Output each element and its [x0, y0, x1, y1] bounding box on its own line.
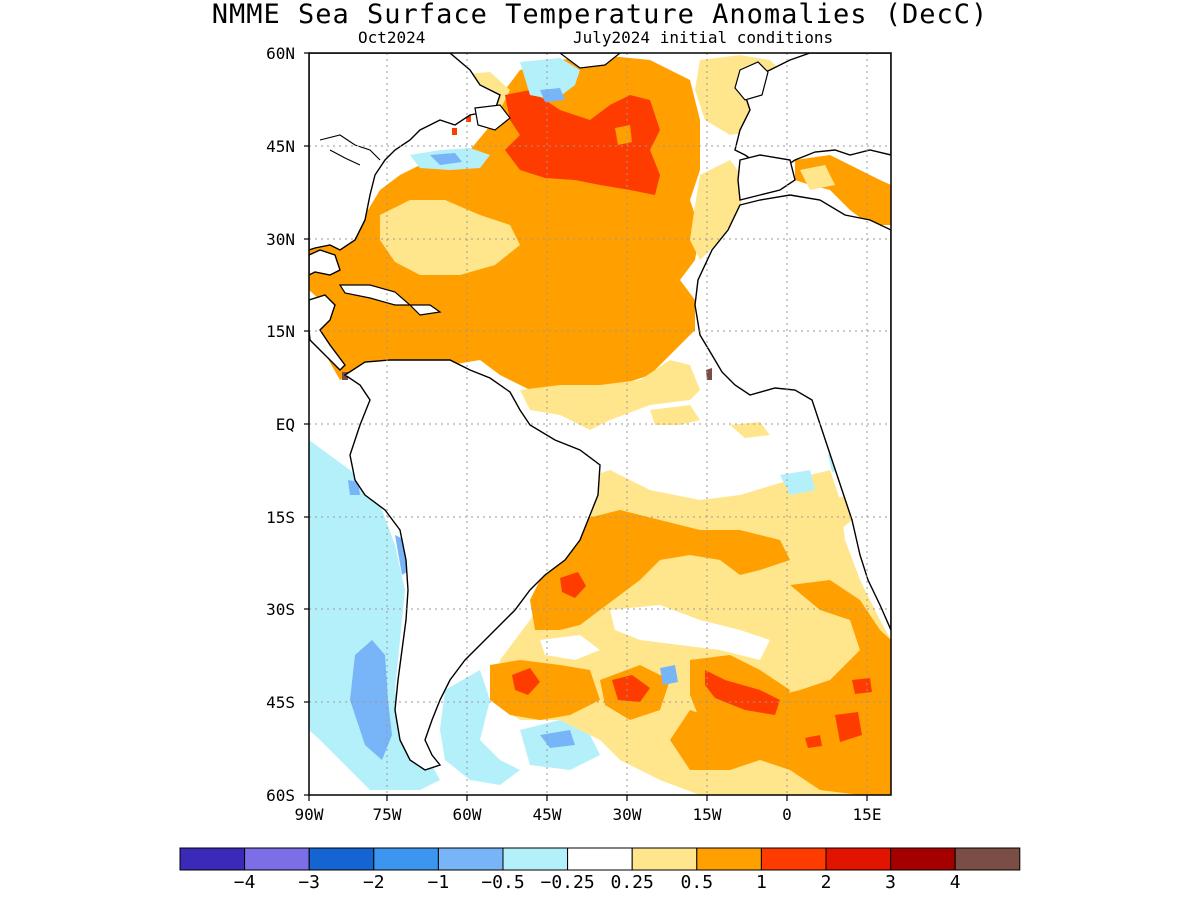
- colorbar-swatch: [373, 847, 439, 871]
- warm-hole-1: [615, 125, 632, 145]
- cool-anomaly-argentine-shelf: [440, 670, 520, 785]
- lat-label-45s: 45S: [266, 693, 295, 712]
- map-gridlines: [309, 53, 891, 795]
- land-africa: [694, 194, 891, 631]
- axis-ticks: [304, 52, 868, 801]
- warm-anomaly-south-atlantic-band: [530, 510, 790, 630]
- land-newfoundland: [474, 104, 511, 131]
- lon-label-60w: 60W: [452, 805, 482, 824]
- cool-anomaly-south-pacific-west: [309, 630, 350, 705]
- land-iberia: [737, 154, 796, 201]
- colorbar: [179, 847, 1021, 871]
- land-greenland-tip: [559, 53, 621, 69]
- strong-warm-anomaly-north-atlantic: [505, 90, 660, 195]
- strong-warm-anomaly-south-4: [705, 670, 780, 715]
- colorbar-swatch: [825, 847, 892, 871]
- strong-warm-newfoundland-1: [452, 128, 457, 135]
- land-british-isles: [734, 61, 769, 101]
- cool-anomaly-core-chile: [350, 640, 392, 760]
- colorbar-swatch: [696, 847, 762, 871]
- colorbar-swatch: [567, 847, 633, 871]
- strong-warm-anomaly-south-2: [512, 668, 540, 695]
- colorbar-label: −4: [233, 872, 256, 893]
- colorbar-label: −0.5: [481, 872, 525, 893]
- cool-anomaly-south-atlantic-2: [540, 730, 575, 748]
- colorbar-label: −3: [298, 872, 321, 893]
- initial-conditions-label: July2024 initial conditions: [573, 28, 834, 47]
- cool-anomaly-southeast-pacific: [309, 440, 440, 790]
- lon-label-90w: 90W: [294, 805, 324, 824]
- lat-label-45n: 45N: [266, 137, 295, 156]
- colorbar-label: 1: [755, 872, 767, 893]
- lead-month-label: Oct2024: [358, 28, 426, 47]
- lon-label-15e: 15E: [852, 805, 882, 824]
- cool-anomaly-angola: [780, 470, 815, 495]
- land-hispaniola: [408, 304, 442, 316]
- colorbar-swatch: [890, 847, 956, 871]
- land-central-america: [309, 294, 346, 371]
- colorbar-swatch: [179, 847, 246, 871]
- neutral-patch-south-atlantic-2: [540, 635, 600, 660]
- strong-warm-anomaly-south-1: [560, 572, 586, 598]
- lat-label-60n: 60N: [266, 44, 295, 63]
- mild-warm-anomaly-mediterranean: [800, 165, 835, 190]
- cool-anomaly-gulf-of-maine-core: [430, 153, 462, 165]
- lon-label-75w: 75W: [372, 805, 402, 824]
- strong-warm-anomaly-south-6: [852, 678, 872, 694]
- colorbar-label: −0.25: [540, 872, 595, 893]
- strong-warm-anomaly-south-5: [835, 712, 862, 742]
- cool-anomaly-labrador-core: [540, 88, 565, 102]
- anomaly-field: [309, 53, 891, 795]
- strong-warm-newfoundland-2: [466, 112, 471, 122]
- lat-label-30s: 30S: [266, 600, 295, 619]
- land-cuba: [338, 284, 412, 306]
- colorbar-swatch: [954, 847, 1021, 871]
- colorbar-label: 4: [949, 872, 961, 893]
- mild-warm-anomaly-east: [690, 160, 745, 260]
- warm-anomaly-south-atlantic-east: [670, 580, 891, 795]
- colorbar-swatch: [437, 847, 504, 871]
- cool-anomaly-labrador-sea: [520, 58, 580, 100]
- lon-label-30w: 30W: [612, 805, 642, 824]
- lon-label-15w: 15W: [692, 805, 722, 824]
- mild-warm-anomaly-gulf-of-guinea-2: [730, 422, 770, 438]
- land-south-america: [343, 359, 601, 771]
- lat-label-60s: 60S: [266, 786, 295, 805]
- colorbar-label: 0.25: [610, 872, 654, 893]
- mild-warm-anomaly-subtropical: [380, 200, 520, 275]
- warm-hole-2: [660, 115, 675, 132]
- cool-anomaly-south-atlantic-spot: [660, 665, 678, 685]
- colorbar-swatch: [760, 847, 827, 871]
- lat-label-30n: 30N: [266, 230, 295, 249]
- strong-warm-anomaly-south-7: [805, 735, 822, 748]
- colorbar-swatch: [244, 847, 310, 871]
- colorbar-label: −2: [362, 872, 385, 893]
- land-florida-mexico: [309, 249, 341, 276]
- colorbar-swatch: [631, 847, 698, 871]
- land-europe: [734, 53, 891, 176]
- lon-label-0: 0: [782, 805, 792, 824]
- colorbar-label: 2: [820, 872, 832, 893]
- land-north-america: [309, 53, 501, 251]
- mild-warm-anomaly-gulf-of-guinea: [650, 405, 700, 425]
- lon-label-45w: 45W: [532, 805, 562, 824]
- land-great-lakes: [319, 134, 381, 166]
- colorbar-label: −1: [427, 872, 450, 893]
- mild-warm-anomaly-equator-north: [520, 360, 700, 430]
- colorbar-swatch: [502, 847, 569, 871]
- lat-label-15n: 15N: [266, 322, 295, 341]
- strong-warm-anomaly-south-3: [612, 675, 650, 702]
- lat-label-15s: 15S: [266, 508, 295, 527]
- lat-label-eq: EQ: [275, 415, 295, 434]
- colorbar-label: 3: [885, 872, 897, 893]
- colorbar-label: 0.5: [680, 872, 714, 893]
- map-title: NMME Sea Surface Temperature Anomalies (…: [211, 0, 989, 30]
- neutral-patch-south-atlantic: [610, 605, 770, 660]
- colorbar-swatch: [308, 847, 375, 871]
